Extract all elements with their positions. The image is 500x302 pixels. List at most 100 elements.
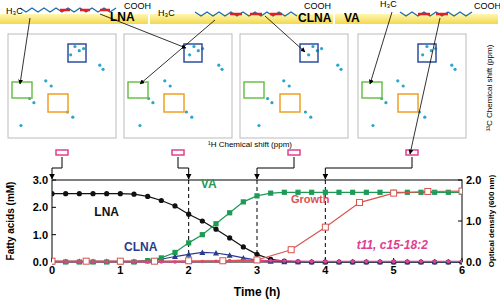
point [460,260,462,264]
acid-label: COOH [304,1,331,11]
point [268,191,273,196]
x-tick-label: 1 [117,264,123,276]
double-bond [270,13,282,16]
point [288,247,294,253]
spectrum-peak [19,124,22,127]
point [459,188,462,194]
methyl-label: H₃C [6,6,23,16]
y-tick-label: 2.0 [33,201,48,213]
spectrum-peak [396,79,399,82]
point [83,258,89,264]
point [186,251,192,257]
spectrum-peak [44,79,47,82]
point [254,252,259,257]
x-tick-label: 3 [254,264,260,276]
spectrum-peak [220,68,223,71]
point [391,190,397,196]
assignment-arrow [410,18,440,154]
point [145,194,150,199]
spectrum-peak [217,64,220,67]
point [241,199,246,204]
point [220,258,226,264]
fatty-acid-chain [20,8,116,12]
spectrum-peak [78,49,81,52]
assignment-arrow [140,20,215,84]
point [350,190,355,195]
spectrum-peak [304,110,307,113]
point [152,258,158,264]
x-tick-label: 4 [322,264,329,276]
series-label: Growth [291,193,330,205]
x-tick-label: 6 [459,264,465,276]
point [432,190,437,195]
point [283,259,287,263]
series-line [52,192,462,262]
spectrum-peak [190,116,193,119]
methyl-region [128,82,148,98]
point [392,260,396,264]
double-bond [80,9,90,12]
y-tick [52,207,56,208]
spectrum-peak [453,68,456,71]
point [324,260,328,264]
time-connector [52,157,62,179]
point [227,235,232,240]
carboxyl-region [172,150,184,155]
fatty-acid-chain [195,12,297,16]
reference-line [257,180,258,262]
reference-line [188,180,189,262]
label-layer: LNACLNAVAt11, c15-18:2Growth [94,177,428,254]
carboxyl-region [288,150,300,155]
y-tick [52,234,56,235]
double-bond [230,13,242,16]
double-bond [436,13,448,16]
spectrum-peak [421,53,424,56]
spectrum-panel [124,34,232,138]
point [200,218,205,223]
methyl-label: H₃C [380,0,397,9]
series-line [52,191,462,261]
spectrum-peak [101,68,104,71]
y2-axis-title: Optical density (600 nm) [487,174,496,267]
spectrum-peak [82,47,85,50]
double-bond [250,13,262,16]
spectrum-peak [197,49,200,52]
spectrum-peak [71,116,74,119]
olefin-region [68,44,86,62]
spectrum-peak [73,45,76,48]
carboxyl-region [56,150,68,155]
y2-tick-label: 0.0 [466,256,481,268]
assignment-arrow [100,14,186,48]
time-connector [178,157,189,179]
point [186,212,191,217]
x-tick-label: 2 [186,264,192,276]
point [52,258,55,264]
spectrum-peak [138,124,141,127]
spectrum-peak [192,45,195,48]
spectrum-peak [163,79,166,82]
point [446,190,451,195]
spectrum-peak [311,45,314,48]
spectrum-peak [188,53,191,56]
spectrum-peak [307,53,310,56]
series-line [52,194,462,262]
point [357,200,363,206]
methyl-region [362,82,382,98]
molecule-label: VA [344,11,360,25]
point [131,192,136,197]
y2-tick [458,180,462,181]
molecule-label: CLNA [298,11,332,25]
point [282,190,287,195]
allylic-region [398,94,418,112]
point [336,190,341,195]
spectrum-peak [257,124,260,127]
spectrum-peak [270,101,273,104]
point [159,255,164,260]
methyl-region [12,82,32,98]
point [377,190,382,195]
spectrum-peak [169,84,172,87]
spectrum-peak [450,64,453,67]
data-layer [52,188,462,265]
allylic-region [280,94,300,112]
double-bond [60,9,70,12]
